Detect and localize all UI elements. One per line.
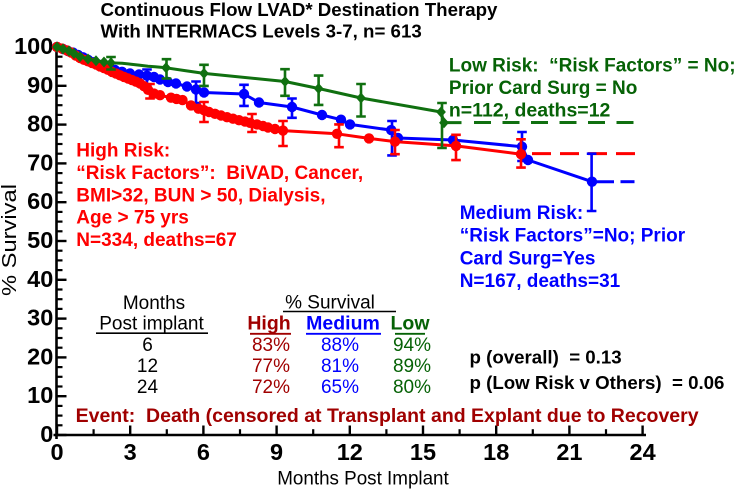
svg-text:Months: Months <box>123 293 185 314</box>
svg-text:6: 6 <box>197 439 210 465</box>
svg-text:0: 0 <box>50 439 63 465</box>
svg-text:24: 24 <box>630 439 656 465</box>
svg-text:80%: 80% <box>393 377 431 398</box>
svg-text:N=334, deaths=67: N=334, deaths=67 <box>76 230 237 251</box>
svg-text:77%: 77% <box>252 356 290 377</box>
svg-text:10: 10 <box>27 382 53 408</box>
svg-text:12: 12 <box>137 356 158 377</box>
svg-text:n=112, deaths=12: n=112, deaths=12 <box>449 101 611 122</box>
svg-text:94%: 94% <box>393 335 431 356</box>
svg-text:20: 20 <box>27 343 53 369</box>
svg-text:Months Post Implant: Months Post Implant <box>277 467 449 489</box>
svg-text:3: 3 <box>124 439 137 465</box>
svg-text:90: 90 <box>27 72 53 98</box>
svg-text:70: 70 <box>27 149 53 175</box>
svg-text:30: 30 <box>27 305 53 331</box>
svg-text:Card Surg=Yes: Card Surg=Yes <box>460 248 596 269</box>
svg-text:60: 60 <box>27 188 53 214</box>
svg-text:89%: 89% <box>393 356 431 377</box>
svg-text:With INTERMACS Levels 3-7, n=: With INTERMACS Levels 3-7, n= 613 <box>101 21 422 42</box>
svg-text:“Risk Factors”: BiVAD, Cancer: “Risk Factors”: BiVAD, Cancer, <box>76 163 363 184</box>
svg-text:72%: 72% <box>252 377 290 398</box>
svg-text:Low Risk: “Risk Factors” = No: Low Risk: “Risk Factors” = No; <box>449 56 736 77</box>
svg-text:21: 21 <box>556 439 582 465</box>
svg-text:p (overall) = 0.13: p (overall) = 0.13 <box>470 346 622 367</box>
svg-text:0: 0 <box>40 421 53 447</box>
svg-text:80: 80 <box>27 111 53 137</box>
svg-text:6: 6 <box>142 335 153 356</box>
svg-text:High Risk:: High Risk: <box>76 141 170 162</box>
svg-text:Continuous Flow LVAD* Destinat: Continuous Flow LVAD* Destination Therap… <box>101 0 499 20</box>
svg-text:9: 9 <box>270 439 283 465</box>
svg-text:N=167, deaths=31: N=167, deaths=31 <box>460 271 621 292</box>
svg-text:12: 12 <box>337 439 363 465</box>
svg-text:100: 100 <box>14 33 53 59</box>
svg-text:65%: 65% <box>321 377 359 398</box>
svg-text:88%: 88% <box>321 335 359 356</box>
svg-text:% Survival: % Survival <box>285 292 375 313</box>
svg-text:Post implant: Post implant <box>99 314 204 335</box>
svg-text:% Survival: % Survival <box>0 184 21 296</box>
svg-text:Medium: Medium <box>306 313 380 335</box>
svg-text:Medium Risk:: Medium Risk: <box>460 203 584 224</box>
svg-text:Prior Card Surg = No: Prior Card Surg = No <box>449 78 637 99</box>
svg-text:15: 15 <box>410 439 436 465</box>
svg-text:18: 18 <box>483 439 509 465</box>
svg-text:24: 24 <box>137 377 159 398</box>
svg-text:Event: Death (censored at Tra: Event: Death (censored at Transplant and… <box>76 405 699 427</box>
svg-text:Age > 75 yrs: Age > 75 yrs <box>76 208 189 229</box>
svg-text:81%: 81% <box>321 356 359 377</box>
svg-text:50: 50 <box>27 227 53 253</box>
svg-text:p (Low Risk v Others) = 0.06: p (Low Risk v Others) = 0.06 <box>470 372 725 393</box>
svg-text:40: 40 <box>27 266 53 292</box>
svg-text:83%: 83% <box>252 335 290 356</box>
svg-text:Low: Low <box>391 313 431 335</box>
svg-text:BMI>32, BUN > 50, Dialysis,: BMI>32, BUN > 50, Dialysis, <box>76 185 325 206</box>
svg-text:“Risk Factors”=No; Prior: “Risk Factors”=No; Prior <box>460 226 686 247</box>
svg-text:High: High <box>247 313 290 335</box>
